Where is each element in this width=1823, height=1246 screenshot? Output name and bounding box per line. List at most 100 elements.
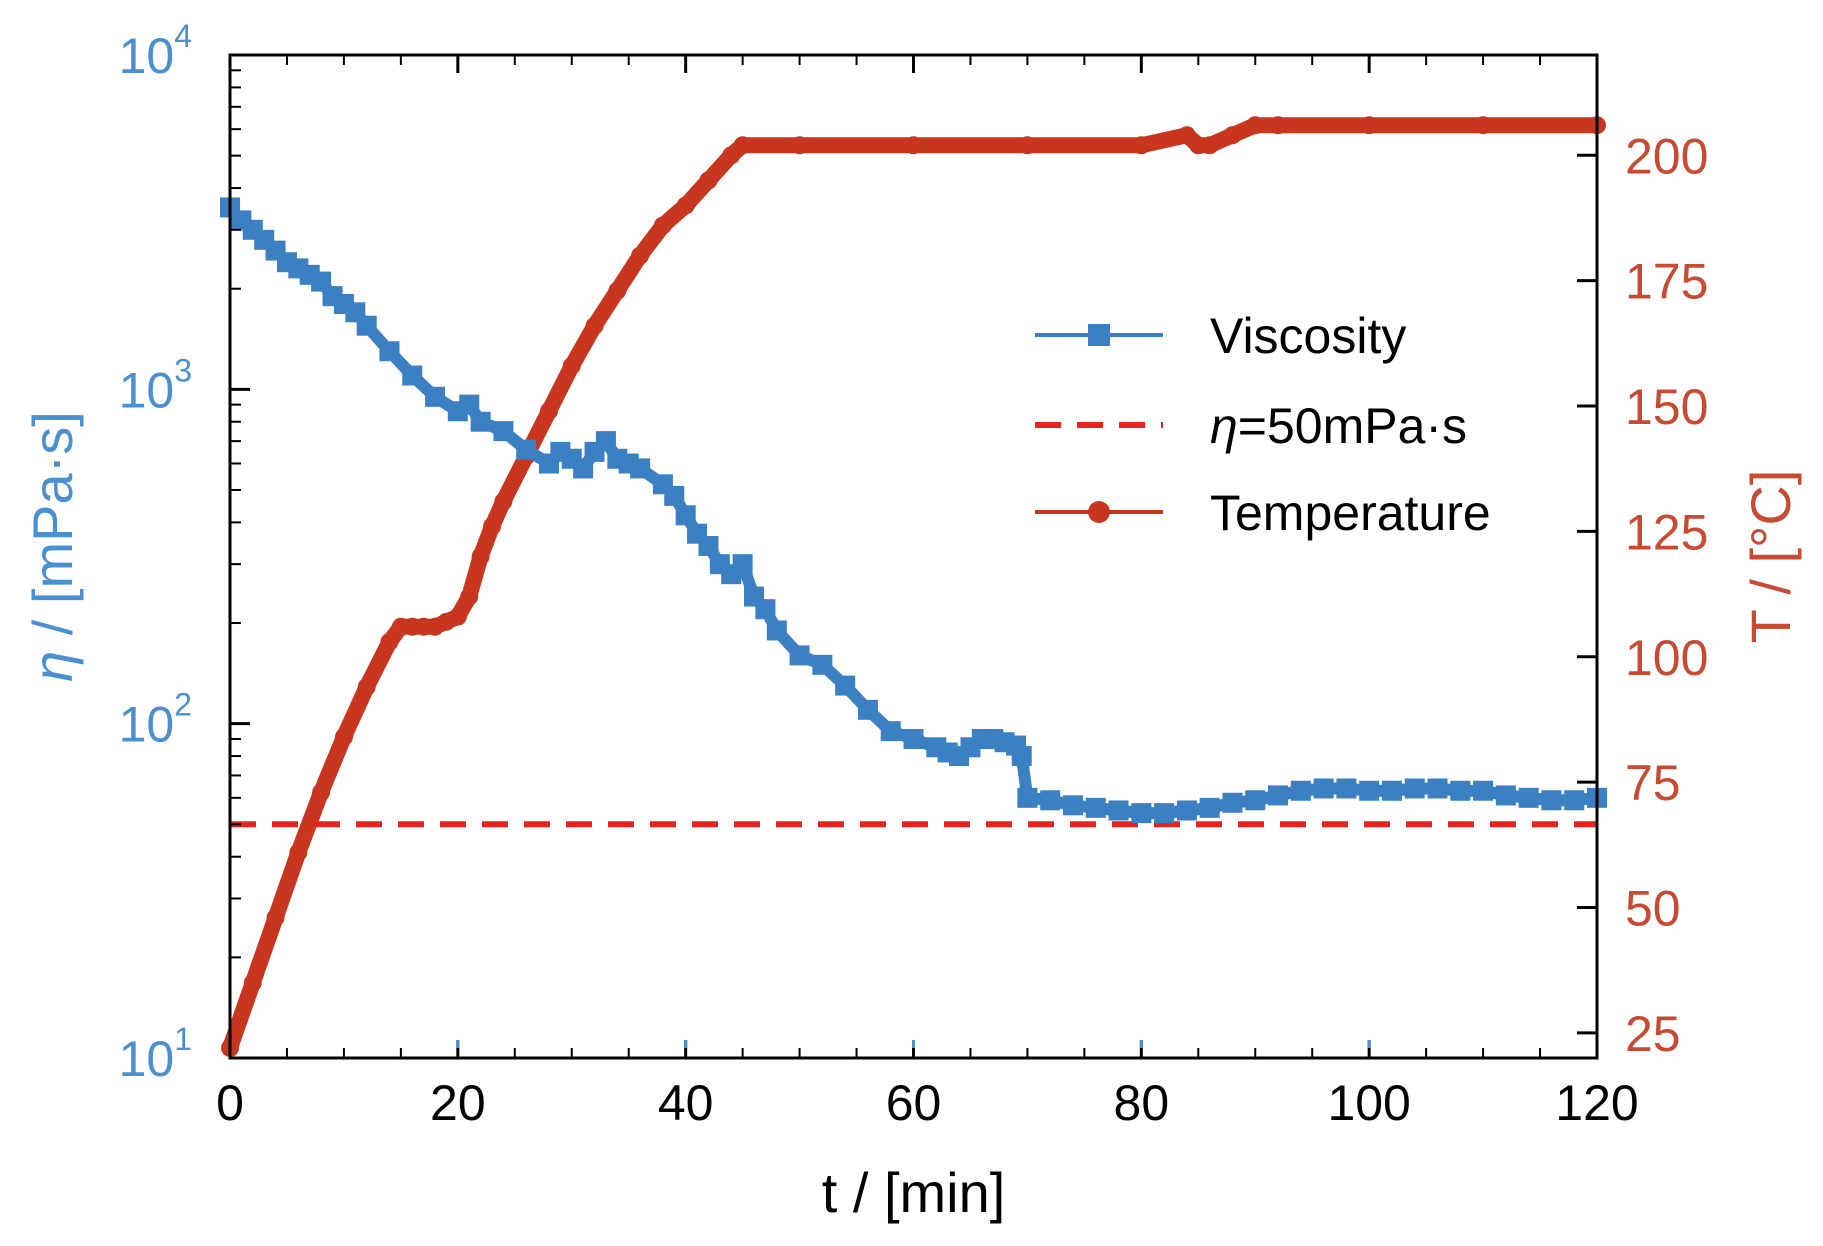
ticks-layer: 0 20 40 60 80 100 120 101 102 103 104 25 50 75 100 125 1… [119, 18, 1709, 1131]
legend: Viscosity η=50mPa·s Temperature [1035, 308, 1491, 541]
x-tick-label: 0 [216, 1075, 244, 1131]
viscosity-point [1154, 803, 1175, 824]
temperature-point [312, 783, 331, 802]
viscosity-point [1473, 780, 1494, 801]
y-left-tick-label: 103 [119, 352, 192, 418]
y-right-tick-label: 50 [1625, 881, 1681, 937]
viscosity-point [835, 675, 856, 696]
y-right-tick-label: 125 [1625, 504, 1708, 560]
temperature-point [357, 677, 376, 696]
temperature-point [904, 136, 923, 155]
viscosity-point [1541, 790, 1562, 811]
y-left-tick-label: 102 [119, 687, 192, 753]
legend-viscosity-label: Viscosity [1210, 308, 1406, 364]
viscosity-point [1450, 780, 1471, 801]
viscosity-point [630, 458, 651, 479]
viscosity-point [1176, 800, 1197, 821]
temperature-point [1018, 136, 1037, 155]
legend-entry-viscosity: Viscosity [1035, 308, 1406, 364]
viscosity-point [1268, 785, 1289, 806]
legend-entry-temperature: Temperature [1035, 485, 1491, 541]
temperature-point [483, 517, 502, 536]
x-tick-label: 120 [1555, 1075, 1638, 1131]
viscosity-point [1404, 778, 1425, 799]
viscosity-point [1062, 795, 1083, 816]
series-layer [220, 116, 1607, 1057]
y-right-tick-label: 175 [1625, 254, 1708, 310]
viscosity-point [1199, 797, 1220, 818]
y-left-axis-label: η / [mPa·s] [21, 411, 84, 682]
temperature-point [699, 171, 718, 190]
viscosity-point [857, 699, 878, 720]
temperature-point [334, 728, 353, 747]
viscosity-point [903, 728, 924, 749]
viscosity-point [595, 431, 616, 452]
viscosity-point [1040, 790, 1061, 811]
temperature-point [1200, 136, 1219, 155]
viscosity-point [812, 654, 833, 675]
viscosity-point [1131, 803, 1152, 824]
viscosity-point [1222, 792, 1243, 813]
viscosity-point [459, 394, 480, 415]
viscosity-point [1085, 797, 1106, 818]
viscosity-point [516, 439, 537, 460]
viscosity-point [1518, 787, 1539, 808]
legend-temperature-label: Temperature [1210, 485, 1491, 541]
temperature-point [266, 908, 285, 927]
temperature-point [631, 246, 650, 265]
temperature-point [1246, 116, 1265, 135]
legend-threshold-rest: =50mPa·s [1238, 398, 1467, 454]
temperature-point [289, 843, 308, 862]
viscosity-point [664, 485, 685, 506]
temperature-point [676, 196, 695, 215]
temperature-point [790, 136, 809, 155]
x-tick-label: 20 [430, 1075, 486, 1131]
viscosity-point [470, 411, 491, 432]
temperature-point [494, 492, 513, 511]
temperature-point [243, 973, 262, 992]
viscosity-point [880, 721, 901, 742]
viscosity-point [573, 458, 594, 479]
viscosity-point [698, 535, 719, 556]
temperature-point [653, 216, 672, 235]
temperature-point [1269, 116, 1288, 135]
temperature-point [380, 632, 399, 651]
y-right-tick-label: 200 [1625, 128, 1708, 184]
y-left-tick-label: 101 [119, 1021, 192, 1087]
legend-threshold-label: η=50mPa·s [1210, 398, 1467, 454]
viscosity-point [1011, 746, 1032, 767]
temperature-point [1360, 116, 1379, 135]
y-left-label-unit: / [mPa·s] [21, 411, 84, 651]
temperature-line [222, 117, 1605, 1056]
viscosity-point [356, 315, 377, 336]
legend-temperature-marker [1088, 501, 1110, 523]
svg-text:η / [mPa·s]: η / [mPa·s] [21, 411, 84, 682]
x-tick-label: 40 [658, 1075, 714, 1131]
temperature-point [562, 356, 581, 375]
x-axis-label: t / [min] [822, 1161, 1006, 1224]
viscosity-point [1359, 780, 1380, 801]
temperature-point [471, 547, 490, 566]
legend-threshold-symbol: η [1210, 398, 1238, 454]
temperature-point [1223, 126, 1242, 145]
temperature-point [460, 587, 479, 606]
viscosity-point [1108, 800, 1129, 821]
viscosity-point [1245, 790, 1266, 811]
viscosity-point [1336, 778, 1357, 799]
viscosity-point [732, 554, 753, 575]
viscosity-line [225, 203, 1598, 820]
viscosity-point [1495, 785, 1516, 806]
x-tick-label: 60 [886, 1075, 942, 1131]
temperature-point [539, 402, 558, 421]
y-right-tick-label: 100 [1625, 630, 1708, 686]
viscosity-point [425, 386, 446, 407]
viscosity-point [675, 505, 696, 526]
legend-viscosity-marker [1088, 324, 1110, 346]
y-right-tick-label: 75 [1625, 755, 1681, 811]
viscosity-point [789, 645, 810, 666]
viscosity-point [755, 599, 776, 620]
y-right-tick-label: 25 [1625, 1006, 1681, 1062]
temperature-point [585, 316, 604, 335]
y-right-tick-label: 150 [1625, 379, 1708, 435]
